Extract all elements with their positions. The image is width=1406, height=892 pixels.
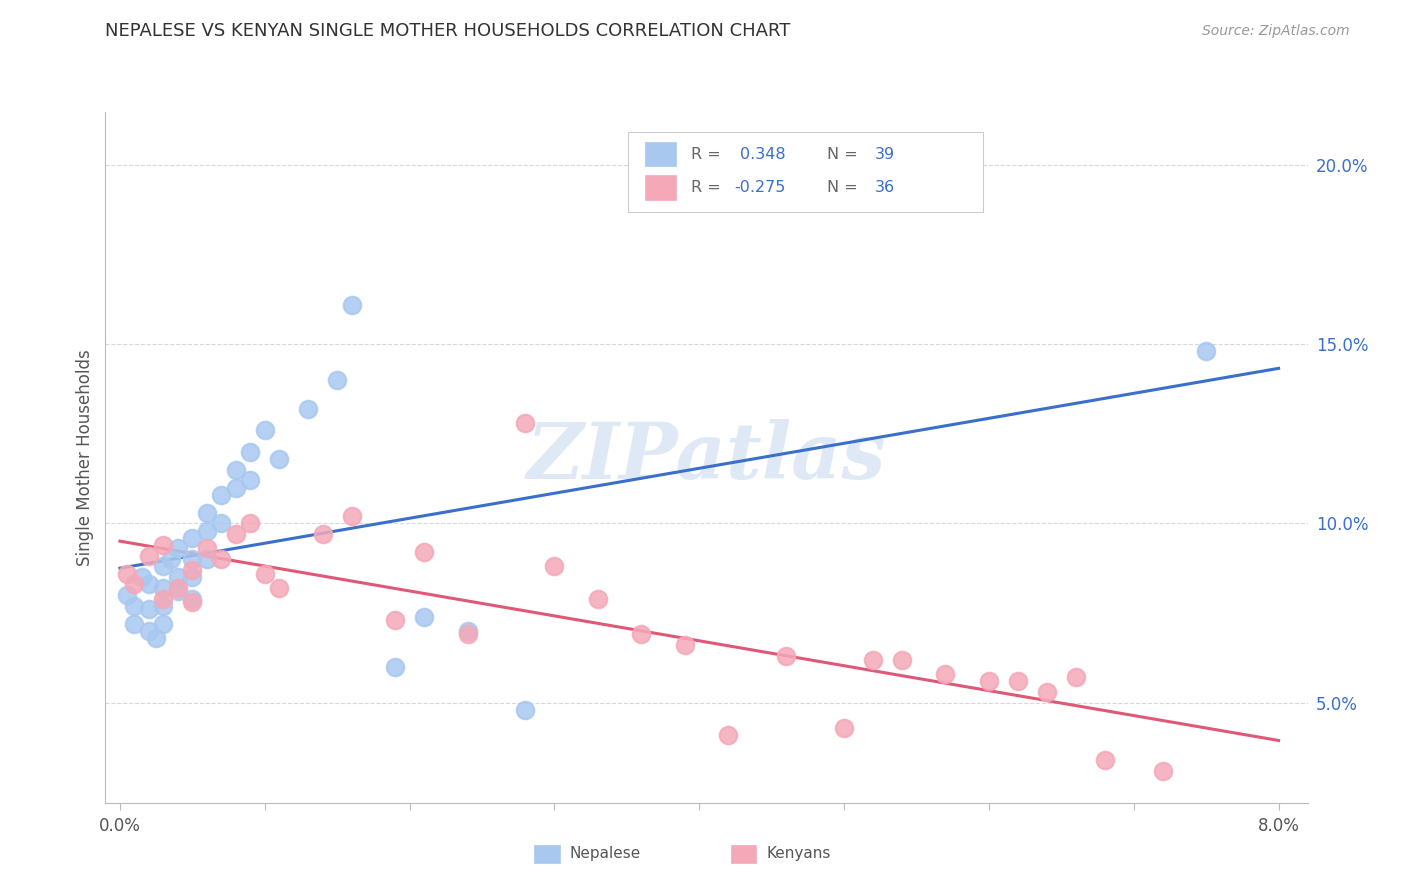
Point <box>312 527 335 541</box>
Point <box>977 673 1000 688</box>
Point <box>253 566 276 581</box>
Text: 36: 36 <box>875 180 896 195</box>
Point <box>138 602 160 616</box>
Text: Nepalese: Nepalese <box>569 847 641 861</box>
Text: 0.348: 0.348 <box>740 147 786 161</box>
Point <box>630 627 652 641</box>
Point <box>269 452 291 467</box>
Point <box>138 549 160 563</box>
FancyBboxPatch shape <box>628 132 983 211</box>
Point <box>717 728 740 742</box>
Point <box>1195 344 1218 359</box>
Point <box>515 416 537 430</box>
Point <box>138 577 160 591</box>
Point <box>586 591 609 606</box>
Y-axis label: Single Mother Households: Single Mother Households <box>76 349 94 566</box>
Point <box>297 401 319 416</box>
Point <box>225 463 247 477</box>
Text: 39: 39 <box>875 147 896 161</box>
Text: -0.275: -0.275 <box>734 180 786 195</box>
Text: Kenyans: Kenyans <box>766 847 831 861</box>
Point <box>269 581 291 595</box>
Point <box>225 527 247 541</box>
Point <box>457 624 479 638</box>
Point <box>124 616 146 631</box>
Point <box>225 481 247 495</box>
Point <box>167 570 190 584</box>
Text: N =: N = <box>827 180 858 195</box>
Point <box>340 509 363 524</box>
Point <box>515 703 537 717</box>
Point <box>209 516 232 531</box>
Text: NEPALESE VS KENYAN SINGLE MOTHER HOUSEHOLDS CORRELATION CHART: NEPALESE VS KENYAN SINGLE MOTHER HOUSEHO… <box>105 22 790 40</box>
Point <box>195 541 218 556</box>
Point <box>195 552 218 566</box>
Point <box>181 570 204 584</box>
Point <box>152 538 174 552</box>
Point <box>1064 670 1087 684</box>
Point <box>145 631 167 645</box>
Point <box>152 599 174 613</box>
FancyBboxPatch shape <box>645 142 676 167</box>
Point <box>181 595 204 609</box>
Point <box>152 591 174 606</box>
Point <box>413 609 436 624</box>
Point <box>138 624 160 638</box>
Point <box>384 659 406 673</box>
Point <box>124 577 146 591</box>
Point <box>159 552 181 566</box>
FancyBboxPatch shape <box>645 176 676 200</box>
Text: ZIPatlas: ZIPatlas <box>527 419 886 495</box>
Point <box>131 570 153 584</box>
Point <box>891 652 914 666</box>
Point <box>253 423 276 437</box>
Point <box>181 591 204 606</box>
Point <box>934 666 956 681</box>
Point <box>384 613 406 627</box>
Point <box>340 298 363 312</box>
Point <box>124 599 146 613</box>
Point <box>832 721 855 735</box>
Point <box>181 531 204 545</box>
Point <box>239 516 262 531</box>
Point <box>152 581 174 595</box>
Point <box>115 588 138 602</box>
Point <box>167 581 190 595</box>
Point <box>195 506 218 520</box>
Point <box>239 474 262 488</box>
Point <box>457 627 479 641</box>
Point <box>1094 753 1116 767</box>
Point <box>167 584 190 599</box>
Text: Source: ZipAtlas.com: Source: ZipAtlas.com <box>1202 24 1350 38</box>
Point <box>209 488 232 502</box>
Point <box>152 616 174 631</box>
Text: R =: R = <box>690 180 721 195</box>
Point <box>181 563 204 577</box>
Point <box>673 638 696 652</box>
Point <box>413 545 436 559</box>
Point <box>1007 673 1029 688</box>
Text: R =: R = <box>690 147 721 161</box>
Point <box>1036 685 1059 699</box>
Point <box>862 652 884 666</box>
Point <box>326 373 349 387</box>
Point <box>115 566 138 581</box>
Point <box>167 541 190 556</box>
Point <box>239 444 262 458</box>
Point <box>152 559 174 574</box>
Point <box>195 524 218 538</box>
Point <box>181 552 204 566</box>
Point <box>1152 764 1174 778</box>
Point <box>775 648 797 663</box>
Text: N =: N = <box>827 147 858 161</box>
Point <box>543 559 565 574</box>
Point <box>209 552 232 566</box>
